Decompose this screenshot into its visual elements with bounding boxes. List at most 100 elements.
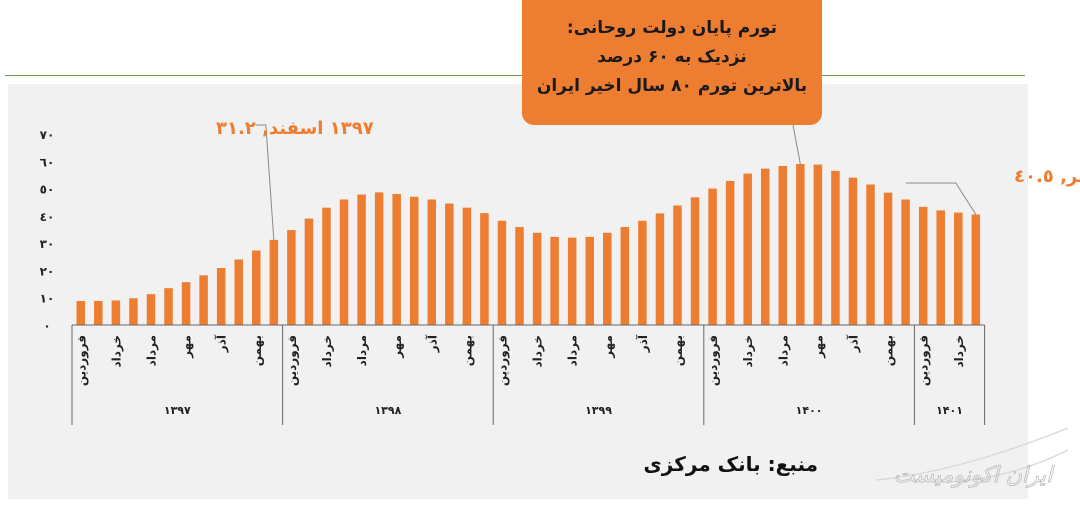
watermark-text: ایران اکونومیست xyxy=(894,463,1056,488)
bar xyxy=(673,205,682,325)
y-tick-label: ٢٠ xyxy=(40,264,55,278)
bar xyxy=(532,232,542,325)
bar xyxy=(409,196,419,325)
month-label: خرداد xyxy=(531,335,545,368)
headline-callout: تورم پایان دولت روحانی: نزدیک به ۶۰ درصد… xyxy=(522,0,822,125)
bar xyxy=(567,237,577,325)
bar xyxy=(848,177,858,325)
bar xyxy=(94,300,103,325)
year-label: ۱۳۹۸ xyxy=(374,404,401,417)
month-label: مهر xyxy=(390,335,404,359)
month-label: فروردین xyxy=(74,335,89,386)
month-label: مهر xyxy=(180,335,194,359)
annotation-label: ۱۳۹۷ اسفند, ۳۱.۲ xyxy=(216,118,374,139)
bar xyxy=(146,294,156,325)
bar xyxy=(954,212,963,325)
bar xyxy=(550,236,559,325)
year-label: ۱۴۰۱ xyxy=(936,404,963,417)
month-label: فروردین xyxy=(285,335,300,386)
bar xyxy=(129,298,138,325)
month-label: بهمن xyxy=(671,335,685,366)
bar xyxy=(515,227,524,325)
bar xyxy=(778,165,788,325)
month-label: خرداد xyxy=(741,335,755,368)
bar xyxy=(796,164,805,325)
bar xyxy=(216,267,226,325)
bar xyxy=(708,188,717,325)
bar xyxy=(287,230,296,325)
bar xyxy=(725,180,735,325)
y-tick-label: ٤٠ xyxy=(40,210,55,224)
annotation-label: ۱۴۰۱ تیر, ٤٠.٥ xyxy=(1014,166,1080,187)
bar xyxy=(357,194,366,325)
bar xyxy=(760,168,770,325)
bar xyxy=(462,207,472,325)
month-label: مرداد xyxy=(776,335,790,366)
month-label: بهمن xyxy=(460,335,474,366)
year-label: ۱۳۹۷ xyxy=(164,404,191,417)
month-label: مهر xyxy=(811,335,825,359)
bar xyxy=(199,275,208,325)
bar xyxy=(883,192,893,325)
bar xyxy=(322,207,331,325)
year-label: ۱۴۰۰ xyxy=(796,404,823,417)
bar xyxy=(252,250,261,325)
annotation-leader xyxy=(255,124,275,240)
bar xyxy=(866,184,875,325)
y-tick-label: ٣٠ xyxy=(40,237,55,251)
bar xyxy=(585,236,594,325)
callout-line-2: نزدیک به ۶۰ درصد xyxy=(597,47,747,67)
callout-line-1: تورم پایان دولت روحانی: xyxy=(566,18,778,38)
bar xyxy=(480,213,489,325)
bar xyxy=(497,220,507,325)
y-tick-label: ٠ xyxy=(43,319,50,333)
bar xyxy=(164,288,173,325)
bar xyxy=(392,194,401,325)
bar xyxy=(603,232,612,325)
bar xyxy=(620,227,630,325)
month-label: آذر xyxy=(424,334,439,353)
y-tick-label: ٧٠ xyxy=(40,128,55,142)
bar xyxy=(690,197,700,325)
bar xyxy=(655,213,665,325)
callout-leader xyxy=(792,124,801,165)
bar xyxy=(743,173,752,325)
month-label: آذر xyxy=(635,334,650,353)
y-tick-label: ١٠ xyxy=(40,292,55,306)
month-label: خرداد xyxy=(952,335,966,368)
bar xyxy=(234,259,243,325)
month-label: مهر xyxy=(601,335,615,359)
bar xyxy=(304,218,314,325)
bar xyxy=(76,300,86,325)
bar xyxy=(427,199,437,325)
bar xyxy=(971,214,981,325)
month-label: فروردین xyxy=(495,335,510,386)
month-label: مرداد xyxy=(144,335,158,366)
y-tick-label: ٦٠ xyxy=(40,155,55,169)
bar xyxy=(269,239,279,325)
month-label: مرداد xyxy=(566,335,580,366)
watermark-logo: ایران اکونومیست xyxy=(875,427,1069,488)
bar xyxy=(813,164,823,325)
bar xyxy=(936,210,945,325)
month-label: مرداد xyxy=(355,335,369,366)
bar xyxy=(831,170,840,325)
top-rule xyxy=(5,75,1025,76)
month-label: بهمن xyxy=(882,335,896,366)
month-label: خرداد xyxy=(109,335,123,368)
month-label: بهمن xyxy=(250,335,264,366)
month-label: فروردین xyxy=(917,335,932,386)
annotation-leader xyxy=(905,182,977,215)
bar xyxy=(901,199,910,325)
year-label: ۱۳۹۹ xyxy=(585,404,612,417)
callout-line-3: بالاترین تورم ۸۰ سال اخیر ایران xyxy=(536,76,808,96)
month-label: فروردین xyxy=(706,335,721,386)
bar xyxy=(638,220,647,325)
month-label: آذر xyxy=(845,334,860,353)
bar xyxy=(918,206,928,325)
month-label: خرداد xyxy=(320,335,334,368)
y-tick-label: ٥٠ xyxy=(40,183,55,197)
source-note: منبع: بانک مرکزی xyxy=(643,452,818,476)
bar xyxy=(111,300,121,325)
